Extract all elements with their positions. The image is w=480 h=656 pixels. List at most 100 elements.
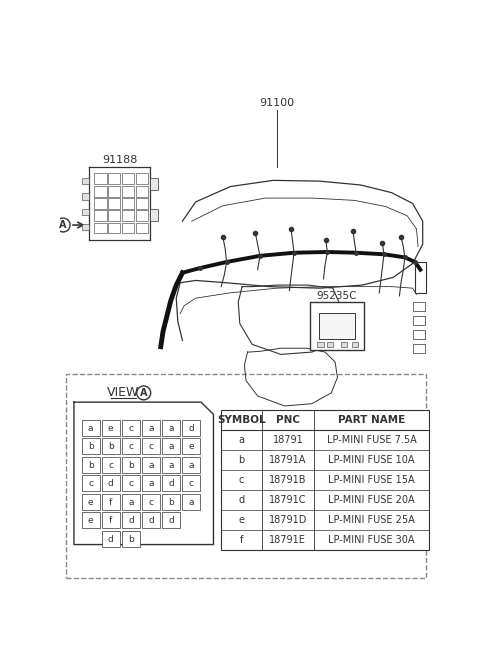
Text: d: d [168,516,174,525]
Text: a: a [148,480,154,488]
Text: d: d [108,480,114,488]
Text: SYMBOL: SYMBOL [217,415,265,425]
Bar [82,512,99,528]
Text: 18791B: 18791B [269,475,307,485]
Bar [413,344,425,353]
Text: 91100: 91100 [259,98,295,108]
Bar [108,211,120,221]
Bar [122,420,140,436]
Text: 95235C: 95235C [316,291,357,301]
Bar [142,475,160,491]
Text: c: c [239,475,244,485]
Text: c: c [149,498,154,506]
Bar [162,494,180,510]
FancyBboxPatch shape [66,374,426,578]
Bar [319,313,355,339]
Text: PNC: PNC [276,415,300,425]
Bar [108,186,120,197]
Bar [122,173,134,184]
Text: 18791E: 18791E [269,535,306,545]
Text: d: d [168,480,174,488]
Bar [182,475,200,491]
Text: c: c [129,442,133,451]
Text: a: a [239,435,244,445]
Bar [108,222,120,234]
Bar [413,330,425,339]
Bar [142,438,160,455]
Text: a: a [148,461,154,470]
Bar [413,316,425,325]
Bar [150,178,157,190]
Bar [182,420,200,436]
Bar [136,222,148,234]
Bar [122,198,134,209]
Circle shape [137,386,151,400]
Bar [136,198,148,209]
Bar [102,531,120,547]
Text: b: b [168,498,174,506]
Text: c: c [108,461,113,470]
Text: e: e [88,516,94,525]
Circle shape [56,218,70,232]
Bar [142,512,160,528]
Text: b: b [88,442,94,451]
Bar [102,494,120,510]
Text: b: b [88,461,94,470]
Bar [326,342,333,348]
Bar [82,420,99,436]
Text: d: d [148,516,154,525]
Text: c: c [129,480,133,488]
Text: b: b [128,535,134,544]
Text: LP-MINI FUSE 20A: LP-MINI FUSE 20A [328,495,415,505]
Bar [82,194,89,199]
Bar [82,224,89,230]
Text: f: f [109,516,112,525]
Text: c: c [88,480,93,488]
Text: a: a [128,498,133,506]
Bar [122,531,140,547]
Text: d: d [128,516,134,525]
Bar [340,342,347,348]
Text: 18791A: 18791A [269,455,307,465]
Text: 18791C: 18791C [269,495,307,505]
Text: VIEW: VIEW [108,386,140,400]
Text: A: A [140,388,147,398]
Bar [102,475,120,491]
Bar [142,457,160,473]
Bar [82,475,99,491]
Text: b: b [128,461,134,470]
Text: f: f [109,498,112,506]
Bar [82,438,99,455]
Text: f: f [240,535,243,545]
Bar [317,342,324,348]
Bar [102,438,120,455]
Bar [122,211,134,221]
Text: A: A [60,220,67,230]
Bar [122,438,140,455]
Bar [122,222,134,234]
Text: c: c [129,424,133,433]
Bar [102,512,120,528]
Bar [122,186,134,197]
Bar [108,173,120,184]
Text: e: e [88,498,94,506]
Bar [352,342,359,348]
Text: 18791D: 18791D [269,515,307,525]
Text: b: b [108,442,114,451]
Bar [221,410,429,550]
Bar [82,494,99,510]
Text: d: d [238,495,244,505]
Bar [122,512,140,528]
Bar [142,420,160,436]
Text: e: e [108,424,114,433]
Bar [108,198,120,209]
Text: c: c [189,480,194,488]
Bar [122,457,140,473]
Bar [94,186,107,197]
Bar [162,512,180,528]
Bar [82,209,89,215]
Bar [122,494,140,510]
Text: a: a [189,461,194,470]
Text: a: a [189,498,194,506]
Text: b: b [238,455,244,465]
